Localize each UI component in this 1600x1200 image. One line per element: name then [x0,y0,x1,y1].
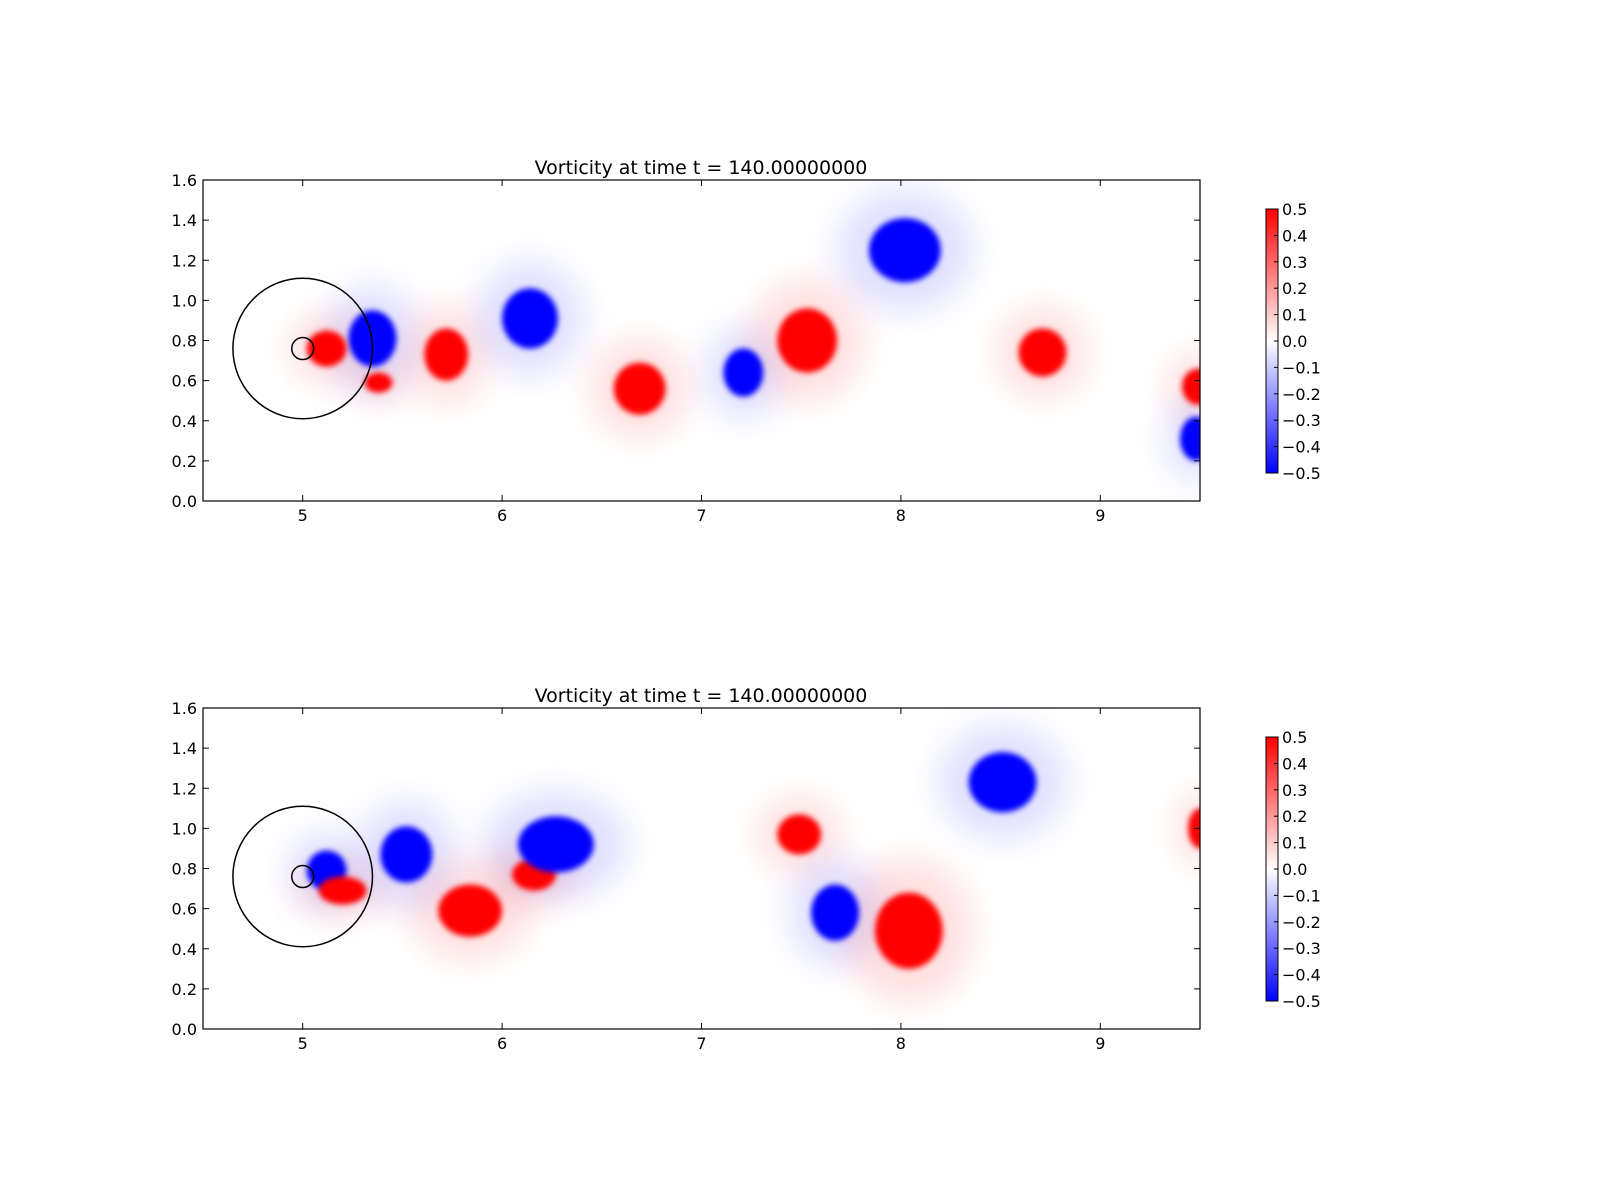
y-tick-label: 0.4 [172,940,197,959]
y-tick-label: 1.2 [172,779,197,798]
colorbar-tick-label: 0.2 [1282,279,1307,298]
negative-vortex-5 [502,288,558,349]
panel-1-cylinder-circles [232,277,374,420]
positive-vortex-10 [1018,328,1067,377]
y-tick-label: 1.4 [172,739,197,758]
colorbar-tick-label: −0.4 [1282,966,1321,985]
x-tick-label: 5 [298,506,308,525]
panel-1-y-ticks: 0.0 0.2 0.4 0.6 0.8 1.0 1.2 1.4 1.6 [172,171,1200,511]
positive-vortex-3 [364,372,393,393]
colorbar-tick-label: −0.3 [1282,939,1321,958]
y-tick-label: 0.6 [172,900,197,919]
y-tick-label: 0.0 [172,492,197,511]
colorbar-tick-label: 0.1 [1282,306,1307,325]
negative-vortex-3 [380,826,433,883]
positive-vortex-4 [438,884,503,937]
negative-vortex-12 [1180,416,1200,461]
negative-vortex-8 [811,884,860,941]
x-tick-label: 6 [497,506,507,525]
x-tick-label: 5 [298,1034,308,1053]
colorbar-tick-label: 0.0 [1282,332,1307,351]
colorbar-tick-label: 0.2 [1282,807,1307,826]
colorbar-tick-label: 0.3 [1282,781,1307,800]
x-tick-label: 8 [896,506,906,525]
colorbar-tick-label: −0.3 [1282,411,1321,430]
panel-2: Vorticity at time t = 140.00000000 5 6 7 8 9… [172,685,1321,1053]
x-tick-label: 9 [1095,506,1105,525]
positive-vortex-6 [613,362,666,415]
x-tick-label: 9 [1095,1034,1105,1053]
colorbar-tick-label: 0.5 [1282,728,1307,747]
colorbar-tick-label: 0.4 [1282,754,1307,773]
x-tick-label: 7 [696,506,706,525]
positive-vortex-7 [777,814,822,855]
y-tick-label: 0.8 [172,860,197,879]
colorbar-tick-label: −0.1 [1282,886,1321,905]
positive-vortex-2 [306,330,347,367]
panel-1: Vorticity at time t = 140.00000000 5 6 7 8 9… [172,157,1321,525]
y-tick-label: 0.8 [172,332,197,351]
positive-vortex-2 [318,876,367,905]
colorbar-tick-label: −0.5 [1282,464,1321,483]
colorbar-tick-label: −0.4 [1282,438,1321,457]
y-tick-label: 0.0 [172,1020,197,1039]
y-tick-label: 0.2 [172,980,197,999]
negative-vortex-6 [518,816,594,873]
positive-vortex-4 [424,328,469,381]
panel-2-x-ticks: 5 6 7 8 9 [298,708,1105,1053]
panel-2-cylinder-circles [232,805,374,948]
colorbar-tick-label: 0.4 [1282,226,1307,245]
x-tick-label: 8 [896,1034,906,1053]
panel-2-colorbar-ticks: 0.5 0.4 0.3 0.2 0.1 0.0 −0.1 −0.2 −0.3 −0.4 −0.5 [1274,728,1321,1011]
panel-1-colorbar-ticks: 0.5 0.4 0.3 0.2 0.1 0.0 −0.1 −0.2 −0.3 −0.4 −0.5 [1274,200,1321,483]
panel-1-vorticity-field [288,189,1200,481]
negative-vortex-9 [868,218,941,283]
outer-circle [232,805,374,948]
colorbar-tick-label: 0.3 [1282,253,1307,272]
negative-vortex-7 [723,348,764,397]
cylinder-circle [290,336,315,361]
panel-1-title: Vorticity at time t = 140.00000000 [535,157,868,179]
y-tick-label: 0.4 [172,412,197,431]
colorbar-tick-label: −0.1 [1282,358,1321,377]
x-tick-label: 7 [696,1034,706,1053]
panel-1-x-ticks: 5 6 7 8 9 [298,180,1105,525]
outer-circle [232,277,374,420]
panel-2-y-ticks: 0.0 0.2 0.4 0.6 0.8 1.0 1.2 1.4 1.6 [172,699,1200,1039]
positive-vortex-8 [777,308,838,373]
y-tick-label: 1.6 [172,171,197,190]
x-tick-label: 6 [497,1034,507,1053]
colorbar-tick-label: −0.2 [1282,385,1321,404]
y-tick-label: 1.0 [172,291,197,310]
negative-vortex-10 [968,752,1037,813]
y-tick-label: 0.2 [172,452,197,471]
positive-vortex-11 [1182,368,1200,405]
y-tick-label: 1.4 [172,211,197,230]
colorbar-tick-label: −0.5 [1282,992,1321,1011]
colorbar-tick-label: −0.2 [1282,913,1321,932]
y-tick-label: 1.2 [172,251,197,270]
y-tick-label: 0.6 [172,372,197,391]
colorbar-tick-label: 0.1 [1282,834,1307,853]
panel-2-title: Vorticity at time t = 140.00000000 [535,685,868,707]
colorbar-tick-label: 0.0 [1282,860,1307,879]
colorbar-tick-label: 0.5 [1282,200,1307,219]
cylinder-circle [290,864,315,889]
panel-2-vorticity-field [288,725,1200,1004]
positive-vortex-9 [874,892,943,969]
y-tick-label: 1.6 [172,699,197,718]
y-tick-label: 1.0 [172,819,197,838]
